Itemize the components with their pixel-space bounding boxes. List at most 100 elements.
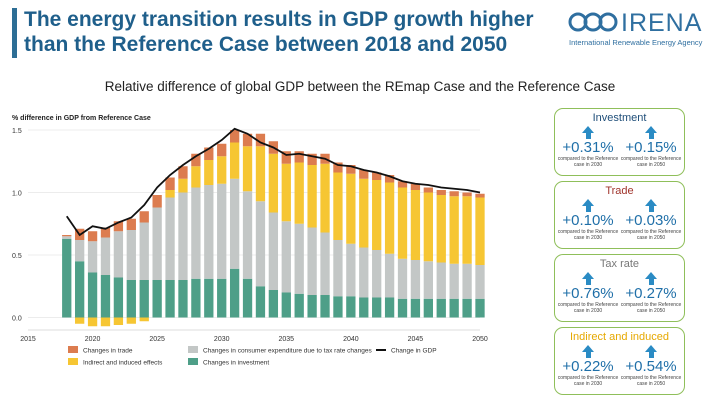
legend-label: Change in GDP <box>391 348 437 355</box>
legend-swatch <box>188 358 198 365</box>
y-axis-label: % difference in GDP from Reference Case <box>12 115 151 122</box>
bar-segment <box>113 231 124 278</box>
kpi-2030: +0.22% compared to the Reference case in… <box>557 345 619 387</box>
kpi-2050: +0.03% compared to the Reference case in… <box>620 199 682 241</box>
bar-segment <box>217 156 227 184</box>
bar-segment <box>229 130 240 143</box>
bar-segment <box>294 223 304 294</box>
bar-segment <box>152 280 162 318</box>
legend-swatch <box>188 346 198 353</box>
bar-segment <box>139 222 149 280</box>
bar-segment <box>113 221 124 232</box>
kpi-value: +0.31% <box>562 139 614 156</box>
bar-segment <box>255 146 266 202</box>
bar-segment <box>307 227 317 295</box>
bar-segment <box>384 297 395 318</box>
kpi-card-indirect-induced: Indirect and induced +0.22% compared to … <box>554 327 685 395</box>
bar-segment <box>255 286 266 318</box>
x-tick-label: 2045 <box>408 336 424 343</box>
bar-segment <box>281 221 291 293</box>
chart-subtitle: Relative difference of global GDP betwee… <box>104 79 616 94</box>
bar-segment <box>333 240 343 297</box>
bar-segment <box>204 278 214 318</box>
legend: Changes in trade Changes in consumer expe… <box>68 346 437 367</box>
arrow-up-icon <box>582 126 594 133</box>
legend-label: Changes in consumer expenditure due to t… <box>203 348 372 355</box>
bar-segment <box>268 153 279 213</box>
bar-segment <box>333 162 343 173</box>
kpi-2030: +0.31% compared to the Reference case in… <box>557 126 619 168</box>
bar-segment <box>100 275 111 318</box>
bar-segment <box>75 261 85 318</box>
bar-segment <box>346 173 356 244</box>
bar-segment <box>268 290 279 318</box>
bar-segment <box>449 191 459 197</box>
bar-segment <box>242 133 253 147</box>
bar-segment <box>281 163 291 222</box>
bar-segment <box>294 162 304 224</box>
bar-segment <box>191 166 201 188</box>
gdp-line <box>66 127 481 237</box>
bar-segment <box>217 278 227 318</box>
x-tick-label: 2040 <box>343 336 359 343</box>
bar-segment <box>423 187 433 193</box>
bar-segment <box>384 175 395 183</box>
bar-segment <box>178 280 188 318</box>
bar-segment <box>372 250 382 298</box>
x-tick-label: 2015 <box>20 336 36 343</box>
bar-segment <box>204 185 214 279</box>
kpi-value: +0.10% <box>562 212 614 229</box>
bar-segment <box>242 146 253 192</box>
bar-segment <box>126 218 136 230</box>
kpi-value: +0.22% <box>562 358 614 375</box>
bar-segment <box>333 172 343 240</box>
bar-segment <box>423 192 433 262</box>
bar-segment <box>178 178 188 193</box>
legend-label: Changes in investment <box>203 360 269 367</box>
bar-segment <box>410 260 421 299</box>
kpi-title: Indirect and induced <box>569 331 670 343</box>
bar-segment <box>268 212 279 290</box>
legend-swatch <box>68 358 78 365</box>
bar-segment <box>397 258 408 299</box>
kpi-2030: +0.10% compared to the Reference case in… <box>557 199 619 241</box>
bar-segment <box>423 261 433 299</box>
bar-segment <box>359 247 369 298</box>
bar-segment <box>307 153 317 165</box>
bar-segment <box>410 298 421 318</box>
kpi-value: +0.03% <box>625 212 677 229</box>
bar-segment <box>372 172 382 180</box>
y-tick-label: 0.5 <box>12 253 22 260</box>
bar-segment <box>62 235 72 237</box>
bar-segment <box>229 268 240 318</box>
bar-segment <box>281 151 291 164</box>
bar-segment <box>449 263 459 299</box>
kpi-card-tax-rate: Tax rate +0.76% compared to the Referenc… <box>554 254 685 322</box>
bar-segment <box>475 197 485 265</box>
x-tick-label: 2020 <box>85 336 101 343</box>
bar-segment <box>359 170 369 179</box>
bar-segment <box>281 292 291 318</box>
bar-segment <box>307 165 317 228</box>
bar-segment <box>191 278 201 318</box>
kpi-card-trade: Trade +0.10% compared to the Reference c… <box>554 181 685 249</box>
kpi-note: compared to the Reference case in 2050 <box>620 156 682 168</box>
kpi-note: compared to the Reference case in 2050 <box>620 375 682 387</box>
kpi-note: compared to the Reference case in 2030 <box>557 302 619 314</box>
x-tick-label: 2025 <box>149 336 165 343</box>
bar-segment <box>346 296 356 318</box>
bar-segment <box>165 177 175 190</box>
bar-segment <box>294 151 304 163</box>
bar-segment <box>255 201 266 287</box>
bar-segment <box>204 147 214 160</box>
line-layer <box>66 127 481 237</box>
bar-segment <box>191 153 201 167</box>
arrow-up-icon <box>645 126 657 133</box>
irena-logo-icon <box>568 12 618 32</box>
logo-subtitle: International Renewable Energy Agency <box>569 38 703 47</box>
legend-label: Indirect and induced effects <box>83 360 163 367</box>
bar-segment <box>204 160 214 185</box>
bar-segment <box>449 196 459 264</box>
kpi-note: compared to the Reference case in 2030 <box>557 229 619 241</box>
bar-segment <box>359 297 369 318</box>
